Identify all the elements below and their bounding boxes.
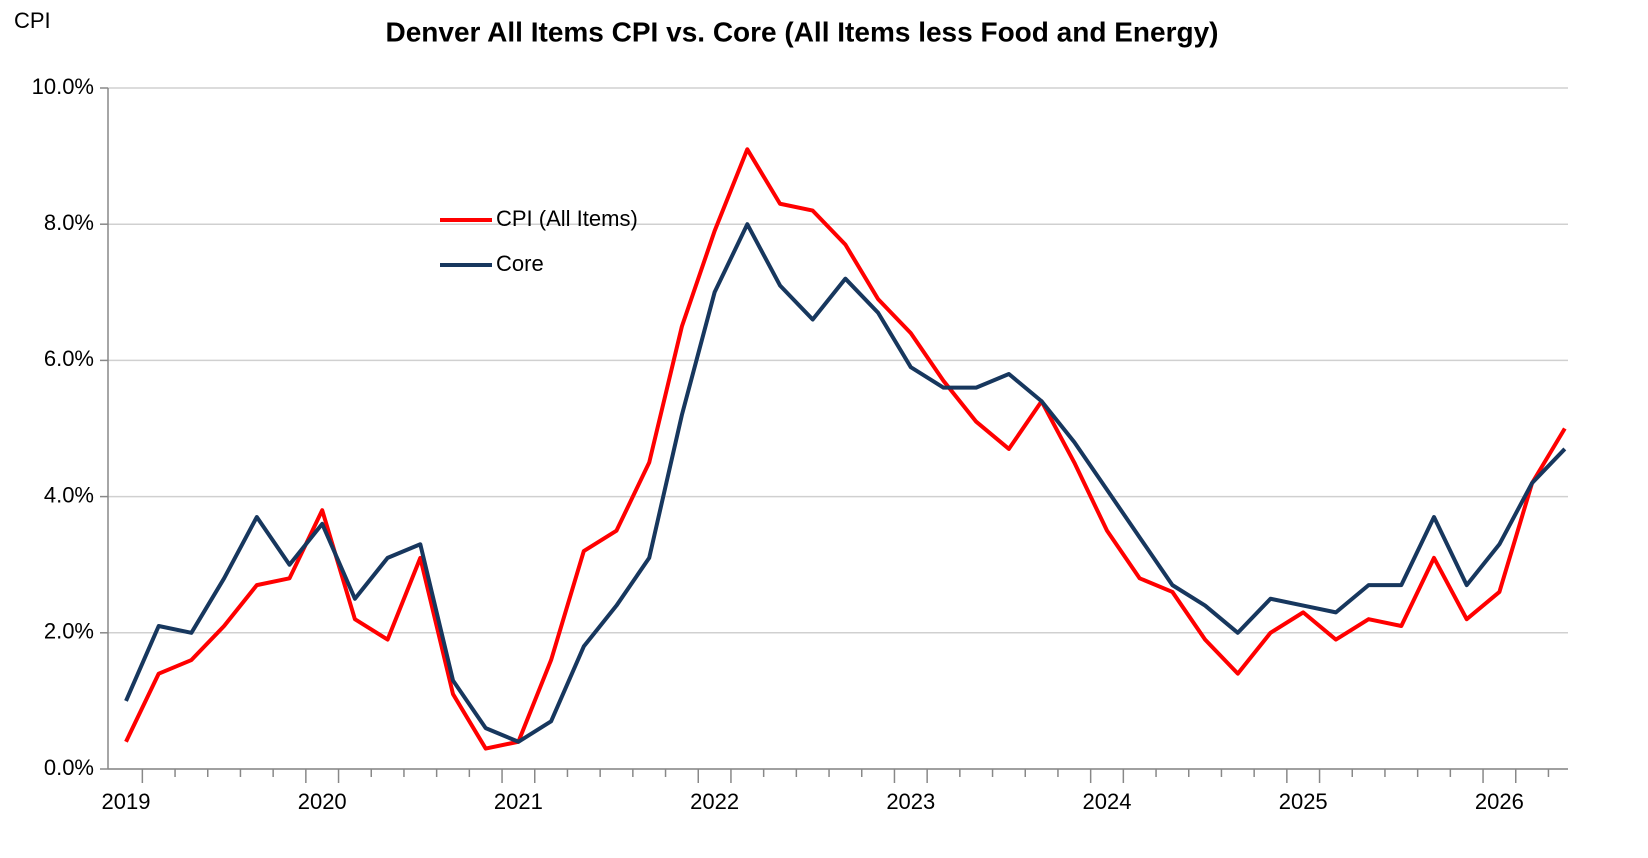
y-tick-label: 0.0% bbox=[44, 755, 94, 780]
chart-title: Denver All Items CPI vs. Core (All Items… bbox=[386, 16, 1219, 47]
x-tick-label: 2025 bbox=[1279, 789, 1328, 814]
series-line bbox=[124, 147, 1567, 751]
y-tick-label: 6.0% bbox=[44, 346, 94, 371]
x-tick-label: 2019 bbox=[102, 789, 151, 814]
legend-label: Core bbox=[496, 251, 544, 276]
y-tick-label: 8.0% bbox=[44, 210, 94, 235]
series-line bbox=[124, 222, 1567, 744]
x-tick-label: 2026 bbox=[1475, 789, 1524, 814]
y-axis-label: CPI bbox=[14, 8, 51, 33]
x-tick-label: 2020 bbox=[298, 789, 347, 814]
y-tick-label: 4.0% bbox=[44, 482, 94, 507]
y-tick-label: 10.0% bbox=[32, 74, 94, 99]
legend-label: CPI (All Items) bbox=[496, 206, 638, 231]
x-tick-label: 2021 bbox=[494, 789, 543, 814]
y-tick-label: 2.0% bbox=[44, 619, 94, 644]
x-tick-label: 2023 bbox=[886, 789, 935, 814]
x-tick-label: 2024 bbox=[1083, 789, 1132, 814]
x-tick-label: 2022 bbox=[690, 789, 739, 814]
